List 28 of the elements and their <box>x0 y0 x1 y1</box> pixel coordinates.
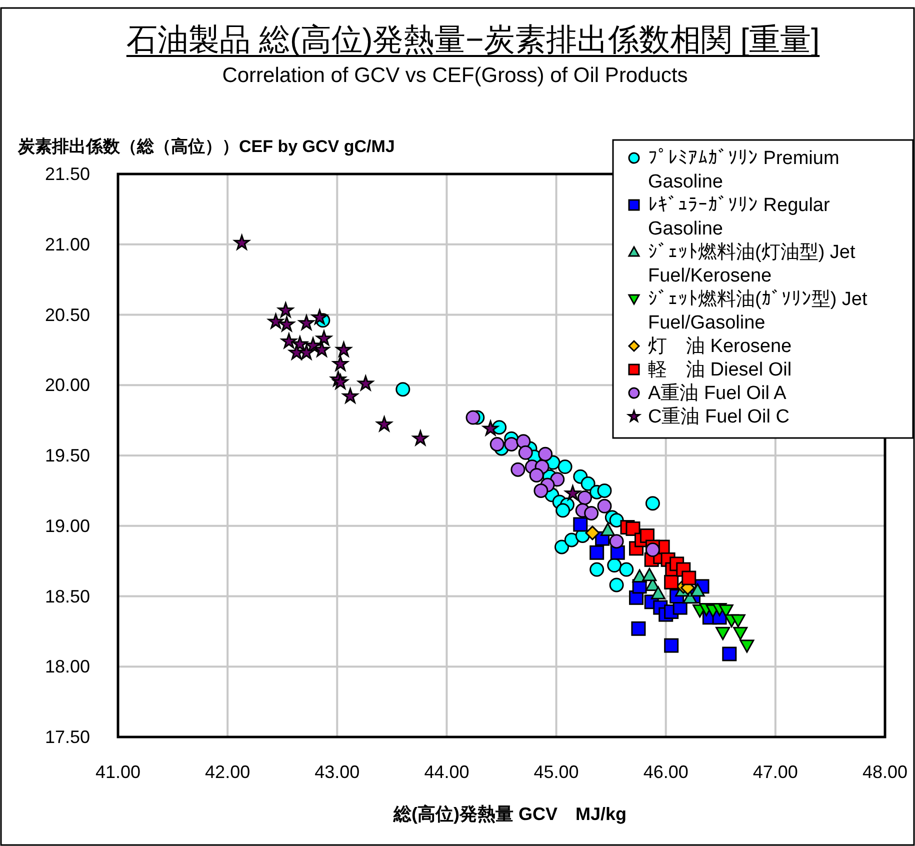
y-axis-title: 炭素排出係数（総（高位））CEF by GCV gC/MJ <box>17 137 395 156</box>
x-tick-label: 44.00 <box>424 762 470 782</box>
y-tick-label: 19.50 <box>44 446 90 466</box>
y-tick-label: 18.00 <box>44 656 90 677</box>
legend-label: 軽 油 Diesel Oil <box>648 360 792 380</box>
legend-label: A重油 Fuel Oil A <box>648 383 787 404</box>
y-tick-label: 19.00 <box>44 516 90 536</box>
legend-label: ﾚｷﾞｭﾗｰｶﾞｿﾘﾝ Regular Gasoline <box>648 195 830 240</box>
chart-subtitle: Correlation of GCV vs CEF(Gross) of Oil Products <box>222 64 688 87</box>
y-tick-label: 17.50 <box>44 727 90 747</box>
y-tick-label: 20.50 <box>44 304 90 325</box>
legend-label: 灯 油 Kerosene <box>648 336 792 357</box>
x-tick-label: 46.00 <box>643 762 688 782</box>
x-tick-label: 42.00 <box>205 762 250 782</box>
legend-label: ｼﾞｪｯﾄ燃料油(灯油型) Jet Fuel/Kerosene <box>648 242 856 286</box>
x-tick-label: 47.00 <box>752 762 798 782</box>
x-tick-label: 41.00 <box>95 762 141 782</box>
y-tick-label: 18.50 <box>44 586 90 606</box>
legend-label: ｼﾞｪｯﾄ燃料油(ｶﾞｿﾘﾝ型) Jet Fuel/Gasoline <box>648 289 868 334</box>
x-tick-label: 45.00 <box>534 762 579 782</box>
y-tick-label: 21.00 <box>44 234 90 254</box>
y-tick-label: 21.50 <box>44 164 90 184</box>
y-tick-label: 20.00 <box>44 375 90 396</box>
x-tick-label: 48.00 <box>862 762 908 782</box>
x-axis-title: 総(高位)発熱量 GCV MJ/kg <box>392 804 627 824</box>
x-tick-label: 43.00 <box>314 762 360 782</box>
legend-label: ﾌﾟﾚﾐｱﾑｶﾞｿﾘﾝ Premium Gasoline <box>648 148 840 192</box>
legend-label: C重油 Fuel Oil C <box>648 406 790 428</box>
